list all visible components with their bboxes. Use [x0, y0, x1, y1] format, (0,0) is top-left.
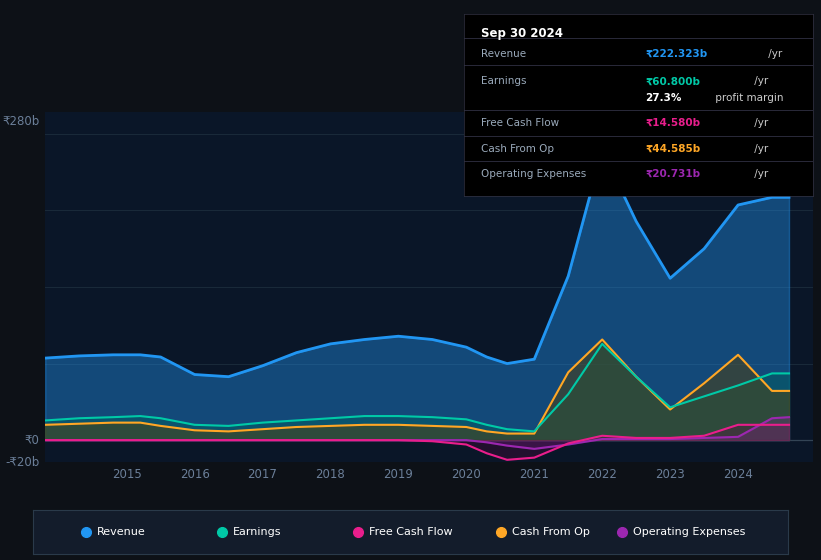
Text: profit margin: profit margin	[712, 93, 783, 102]
Text: Free Cash Flow: Free Cash Flow	[369, 527, 452, 537]
Text: /yr: /yr	[764, 49, 782, 59]
Text: /yr: /yr	[751, 118, 768, 128]
Text: ₹60.800b: ₹60.800b	[645, 76, 700, 86]
Text: /yr: /yr	[751, 169, 768, 179]
Text: ₹44.585b: ₹44.585b	[645, 144, 700, 153]
Text: Operating Expenses: Operating Expenses	[481, 169, 586, 179]
Text: Cash From Op: Cash From Op	[481, 144, 554, 153]
Text: Cash From Op: Cash From Op	[512, 527, 590, 537]
Text: Earnings: Earnings	[481, 76, 527, 86]
Text: Operating Expenses: Operating Expenses	[633, 527, 745, 537]
Text: Sep 30 2024: Sep 30 2024	[481, 27, 563, 40]
Text: 27.3%: 27.3%	[645, 93, 681, 102]
Text: ₹20.731b: ₹20.731b	[645, 169, 700, 179]
Text: Revenue: Revenue	[97, 527, 146, 537]
Text: -₹20b: -₹20b	[6, 455, 39, 469]
Text: /yr: /yr	[751, 144, 768, 153]
Text: ₹0: ₹0	[25, 433, 39, 447]
Text: /yr: /yr	[751, 76, 768, 86]
Text: Earnings: Earnings	[233, 527, 282, 537]
Text: ₹280b: ₹280b	[2, 115, 39, 128]
Text: ₹222.323b: ₹222.323b	[645, 49, 708, 59]
Text: ₹14.580b: ₹14.580b	[645, 118, 700, 128]
Text: Free Cash Flow: Free Cash Flow	[481, 118, 559, 128]
Text: Revenue: Revenue	[481, 49, 526, 59]
